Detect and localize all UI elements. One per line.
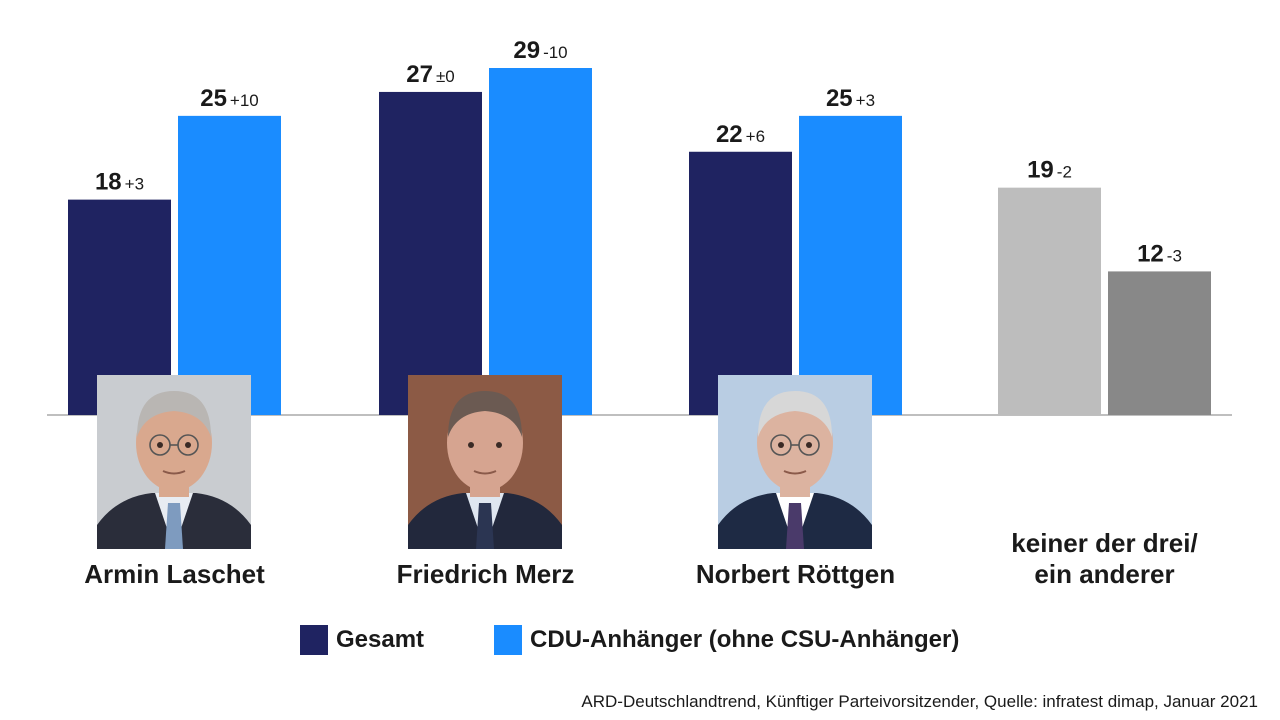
photos-layer bbox=[97, 375, 872, 549]
data-label-cdu-3: 12 -3 bbox=[1137, 240, 1182, 267]
photo-mouth bbox=[783, 470, 807, 475]
armin-laschet-photo bbox=[97, 375, 251, 549]
bar-cdu-0 bbox=[178, 115, 281, 416]
photo-eye-right bbox=[806, 442, 812, 448]
friedrich-merz-photo bbox=[408, 375, 562, 549]
data-label-gesamt-1: 27 ±0 bbox=[406, 61, 455, 88]
bar-cdu-1 bbox=[489, 68, 592, 415]
photo-mouth bbox=[473, 470, 497, 475]
photo-face bbox=[757, 395, 833, 491]
data-label-cdu-1: 29 -10 bbox=[513, 37, 567, 64]
legend-swatch-cdu bbox=[494, 625, 523, 655]
category-label-0: Armin Laschet bbox=[84, 559, 265, 589]
photo-eye-right bbox=[185, 442, 191, 448]
photo-eye-right bbox=[496, 442, 502, 448]
photo-hair bbox=[448, 391, 522, 437]
norbert-roettgen-photo bbox=[718, 375, 872, 549]
data-label-gesamt-2: 22 +6 bbox=[716, 121, 765, 148]
source-note: ARD-Deutschlandtrend, Künftiger Parteivo… bbox=[581, 692, 1258, 711]
bar-cdu-2 bbox=[799, 115, 902, 416]
photo-eye-left bbox=[778, 442, 784, 448]
bar-cdu-3 bbox=[1108, 271, 1211, 415]
photo-hair bbox=[758, 391, 832, 437]
category-label-3: keiner der drei/ein anderer bbox=[1011, 528, 1197, 589]
photo-mouth bbox=[162, 470, 186, 475]
data-label-cdu-2: 25 +3 bbox=[826, 85, 875, 112]
data-label-cdu-0: 25 +10 bbox=[200, 85, 259, 112]
photo-face bbox=[447, 395, 523, 491]
legend-swatch-gesamt bbox=[300, 625, 328, 655]
photo-tie bbox=[476, 503, 494, 549]
labels-layer: 18 +3 25 +10 Armin Laschet 27 ±0 29 -10 Friedrich… bbox=[84, 37, 1198, 589]
bars-layer bbox=[47, 68, 1232, 416]
category-label-1: Friedrich Merz bbox=[397, 559, 575, 589]
legend-label-cdu: CDU-Anhänger (ohne CSU-Anhänger) bbox=[530, 626, 960, 653]
photo-tie bbox=[786, 503, 804, 549]
legend-label-gesamt: Gesamt bbox=[336, 626, 425, 653]
bar-gesamt-1 bbox=[379, 91, 482, 416]
bar-gesamt-3 bbox=[998, 187, 1101, 415]
photo-hair bbox=[137, 391, 211, 437]
bar-gesamt-2 bbox=[689, 151, 792, 416]
legend-item-gesamt: Gesamt bbox=[300, 625, 424, 655]
photo-eye-left bbox=[468, 442, 474, 448]
photo-face bbox=[136, 395, 212, 491]
bar-chart: 18 +3 25 +10 Armin Laschet 27 ±0 29 -10 Friedrich… bbox=[47, 37, 1232, 589]
photo-eye-left bbox=[157, 442, 163, 448]
category-label-2: Norbert Röttgen bbox=[696, 559, 895, 589]
photo-tie bbox=[165, 503, 183, 549]
legend: Gesamt CDU-Anhänger (ohne CSU-Anhänger) bbox=[300, 625, 1029, 655]
legend-item-cdu: CDU-Anhänger (ohne CSU-Anhänger) bbox=[494, 625, 959, 655]
data-label-gesamt-3: 19 -2 bbox=[1027, 157, 1072, 184]
data-label-gesamt-0: 18 +3 bbox=[95, 169, 144, 196]
